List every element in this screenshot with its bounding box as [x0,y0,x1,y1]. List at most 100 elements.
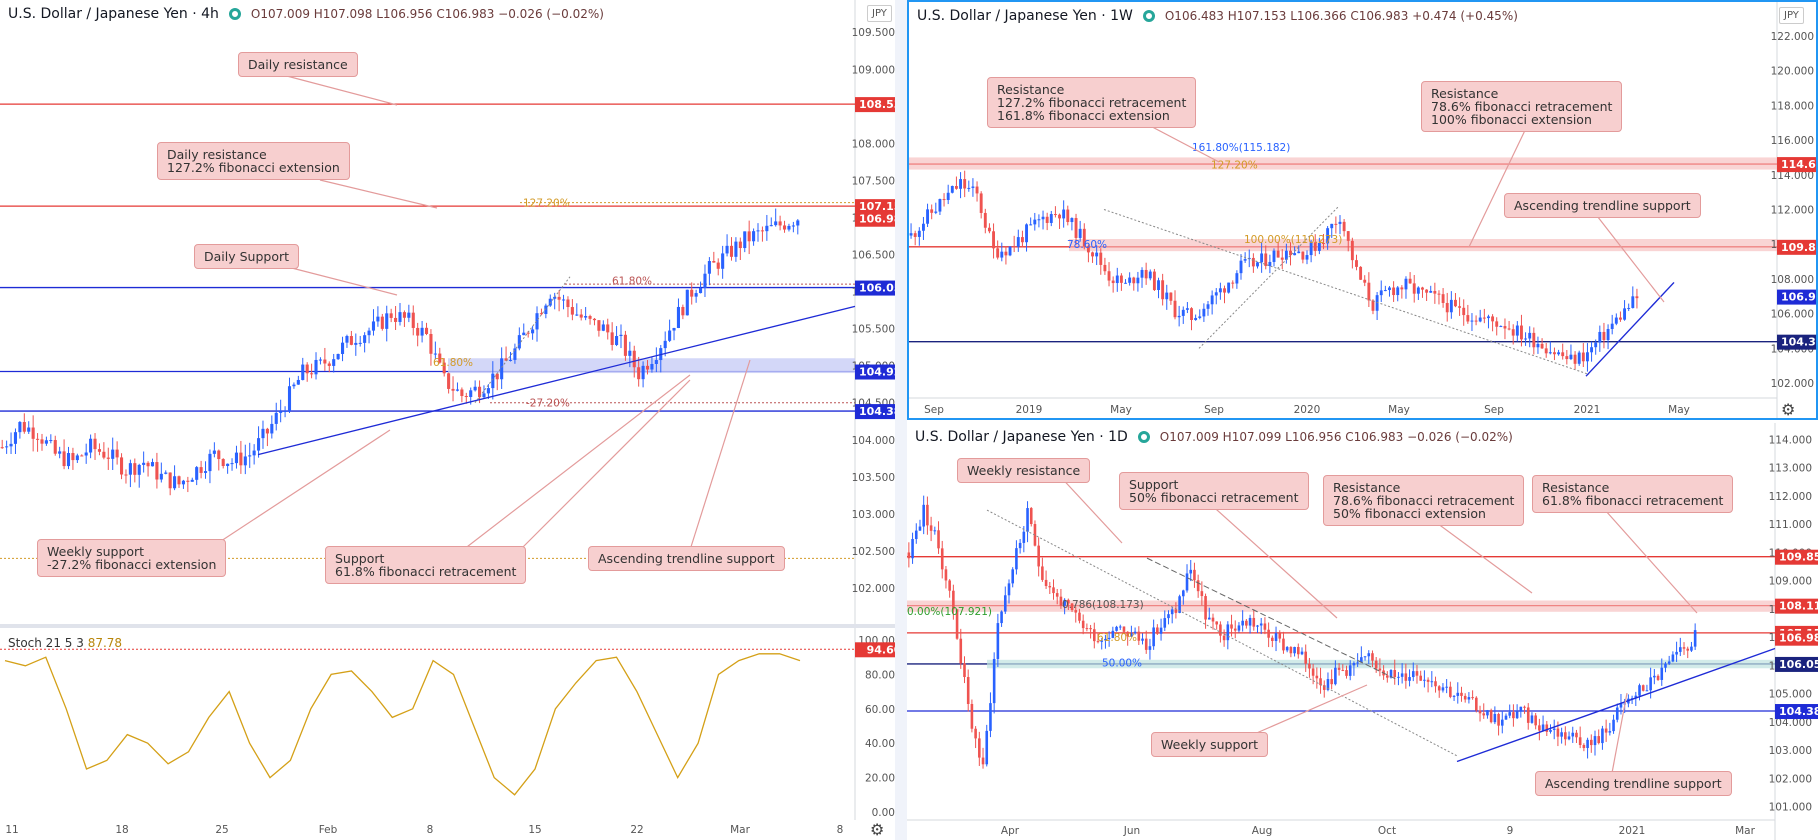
h4-candle [31,427,35,439]
h4-y-tick: 106.500 [852,250,895,262]
d1-candle [929,525,933,531]
w1-candle [1008,246,1012,256]
h4-currency-badge[interactable]: JPY [867,5,892,22]
d1-candle [1615,707,1619,720]
d1-candle [1675,651,1678,655]
h4-candle [473,386,477,391]
w1-candle [1272,250,1276,262]
w1-candle [1520,325,1523,340]
h4-candle [615,336,619,345]
d1-chart-panel[interactable]: 0.786(108.173) 0.00%(107.921) 61.80% 50.00%… [907,423,1818,840]
w1-candle [1528,332,1532,339]
h4-fib-label: -27.20% [526,398,570,410]
market-status-icon [1137,431,1150,443]
h4-candle [217,450,221,460]
h4-callout-pointer [214,429,391,546]
h4-callout-pointer [689,359,751,551]
w1-candle [1111,280,1115,284]
d1-candle [944,569,948,581]
d1-candle [1015,548,1018,570]
w1-candle [1223,288,1226,293]
d1-candle [1018,542,1022,549]
h4-candle [531,329,535,334]
h4-plot-area [0,0,855,820]
d1-candle [1649,677,1652,691]
w1-chart[interactable]: 161.80%(115.182) 127.20% 78.60% 100.00%(110… [909,2,1818,420]
h4-candle [694,293,698,297]
d1-fib-trend [986,509,1458,757]
h4-candle [447,373,451,389]
d1-candle [1189,569,1193,574]
d1-candle [1230,624,1233,629]
d1-candle [1141,638,1144,641]
w1-candle [1346,231,1350,241]
h4-title: U.S. Dollar / Japanese Yen · 4h [8,6,219,22]
h4-candle [128,463,132,475]
h4-candle [606,324,610,333]
d1-candle [1178,596,1181,613]
h4-candle [18,422,22,433]
w1-candle [1177,315,1181,318]
h4-candle [208,453,212,472]
h4-candle [787,225,791,230]
d1-candle [1434,681,1437,687]
w1-candle [942,199,946,201]
market-status-icon [228,8,241,20]
w1-currency-badge[interactable]: JPY [1779,7,1804,24]
h4-candle [424,327,429,334]
d1-callout-pointer [1611,692,1628,774]
w1-y-tick: 120.000 [1771,66,1814,78]
d1-candle [1452,695,1456,697]
w1-candle [1276,250,1280,258]
h4-price-label: 104.921 [859,366,895,379]
w1-candle [967,187,971,189]
d1-candle [1604,728,1608,733]
w1-candle [1016,237,1020,247]
h4-candle [584,316,588,318]
d1-candle [1022,531,1026,543]
d1-price-label-bg [1775,549,1818,565]
h4-candle [199,467,203,473]
h4-candle [106,457,110,459]
d1-candle [1411,671,1415,678]
d1-candle [1267,629,1270,638]
w1-chart-panel[interactable]: 161.80%(115.182) 127.20% 78.60% 100.00%(110… [907,0,1818,420]
d1-candle [940,548,944,570]
h4-settings-gear-icon[interactable]: ⚙ [870,820,885,839]
w1-candle [1565,356,1569,360]
d1-fib-label: 61.80% [1097,632,1137,644]
d1-fib-label: 0.00%(107.921) [907,606,992,618]
d1-candle [1589,739,1593,746]
w1-candle [1053,214,1057,216]
h4-candle [146,462,150,467]
h4-candle [44,440,48,444]
h4-candle [371,321,376,331]
h4-chart-panel[interactable]: 127.20% 61.80% 61.80% -27.20% 109.500 109.000… [0,0,895,840]
h4-candle [685,289,689,316]
h4-candle [690,289,694,297]
d1-candle [1330,679,1333,685]
h4-y-tick: 102.500 [852,546,895,558]
d1-candle [1107,637,1111,639]
w1-candle [1313,242,1317,251]
d1-candle [1679,647,1682,652]
h4-candle [438,353,442,363]
w1-candle [930,209,934,213]
h4-candle [398,312,402,322]
d1-candle [955,609,959,639]
d1-resistance-zone [907,600,1775,612]
h4-chart[interactable]: 127.20% 61.80% 61.80% -27.20% 109.500 109.000… [0,0,895,840]
d1-candle [1248,617,1252,626]
panel-divider[interactable] [895,0,907,840]
w1-candle [1227,282,1231,293]
d1-candle [1393,670,1397,678]
h4-candle [623,334,627,356]
w1-settings-gear-icon[interactable]: ⚙ [1781,400,1796,419]
d1-price-label-bg [1775,656,1818,672]
w1-candle [1239,260,1243,274]
h4-candle [442,362,446,374]
w1-candle [1235,273,1239,284]
d1-chart[interactable]: 0.786(108.173) 0.00%(107.921) 61.80% 50.00%… [907,423,1818,840]
w1-candle [1095,252,1099,257]
h4-candle [407,312,411,318]
